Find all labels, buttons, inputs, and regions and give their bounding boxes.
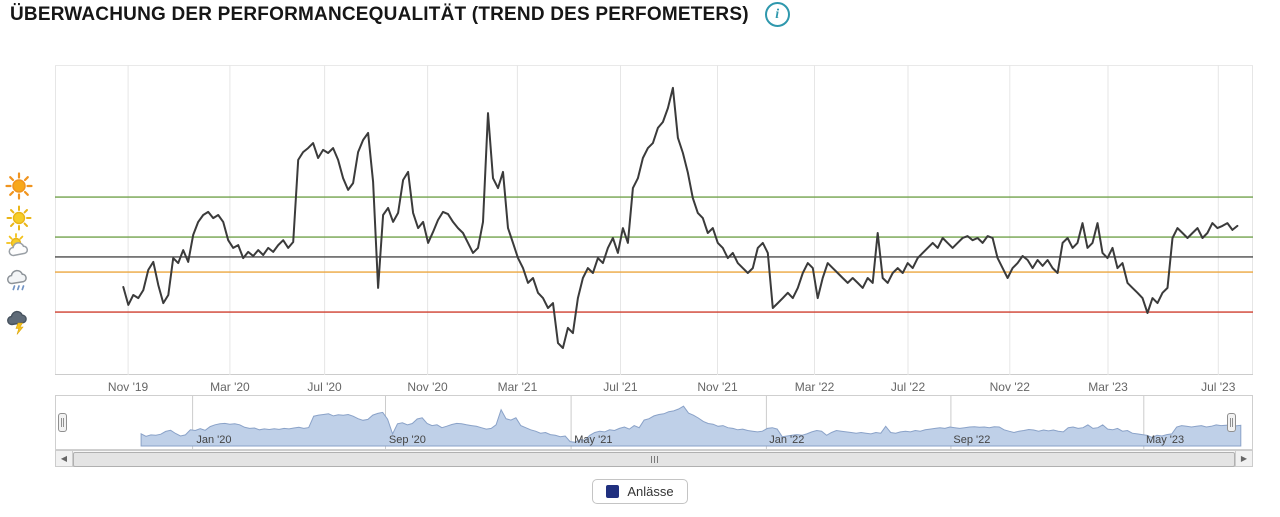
- scrollbar-left-arrow-icon[interactable]: ◀: [56, 451, 73, 466]
- sun-behind-cloud-icon: [5, 232, 33, 260]
- navigator-label: Sep '22: [953, 434, 991, 446]
- navigator-label: Jan '22: [769, 434, 805, 446]
- weather-scale: [5, 65, 37, 375]
- x-axis-label: Jul '20: [307, 380, 342, 394]
- navigator-svg: [140, 396, 1242, 449]
- x-axis-label: Jul '22: [890, 380, 926, 394]
- x-axis-label: Nov '22: [989, 380, 1030, 394]
- series-plot-svg: [55, 65, 1253, 375]
- navigator-label: May '23: [1145, 434, 1185, 446]
- legend: Anlässe: [0, 479, 1280, 504]
- storm-cloud-icon: [5, 308, 33, 336]
- navigator-label: Sep '20: [388, 434, 426, 446]
- x-axis-label: Nov '20: [407, 380, 448, 394]
- x-axis-label: Mar '22: [794, 380, 835, 394]
- main-chart[interactable]: [55, 65, 1253, 375]
- legend-label: Anlässe: [627, 484, 674, 499]
- navigator-right-handle[interactable]: [1227, 412, 1236, 432]
- x-axis-label: Nov '19: [107, 380, 149, 394]
- legend-swatch: [606, 485, 620, 498]
- x-axis-label: Mar '20: [210, 380, 250, 394]
- navigator[interactable]: Jan '20 Sep '20 May '21 Jan '22 Sep '22 May '…: [55, 395, 1253, 450]
- x-axis-label: Jul '21: [603, 380, 638, 394]
- x-axis-label: Nov '21: [697, 380, 738, 394]
- x-axis-label: Jul '23: [1201, 380, 1236, 394]
- scrollbar-thumb[interactable]: [73, 452, 1235, 467]
- x-axis-label: Mar '21: [497, 380, 538, 394]
- scrollbar-right-arrow-icon[interactable]: ▶: [1235, 451, 1252, 466]
- page-title: ÜBERWACHUNG DER PERFORMANCEQUALITÄT (TRE…: [10, 3, 749, 25]
- x-axis-labels: Nov '19 Mar '20 Jul '20 Nov '20 Mar '21 Jul '…: [55, 380, 1253, 396]
- x-axis-label: Mar '23: [1088, 380, 1128, 394]
- legend-item-anlaesse[interactable]: Anlässe: [592, 479, 688, 504]
- navigator-label: Jan '20: [196, 434, 232, 446]
- sun-bright-icon: [5, 172, 33, 200]
- sun-icon: [5, 204, 33, 232]
- info-icon[interactable]: i: [764, 2, 790, 27]
- navigator-left-handle[interactable]: [58, 412, 67, 432]
- rain-cloud-icon: [5, 265, 33, 293]
- navigator-label: May '21: [574, 434, 613, 446]
- header: ÜBERWACHUNG DER PERFORMANCEQUALITÄT (TRE…: [10, 2, 790, 27]
- scrollbar[interactable]: ◀ ▶: [55, 450, 1253, 467]
